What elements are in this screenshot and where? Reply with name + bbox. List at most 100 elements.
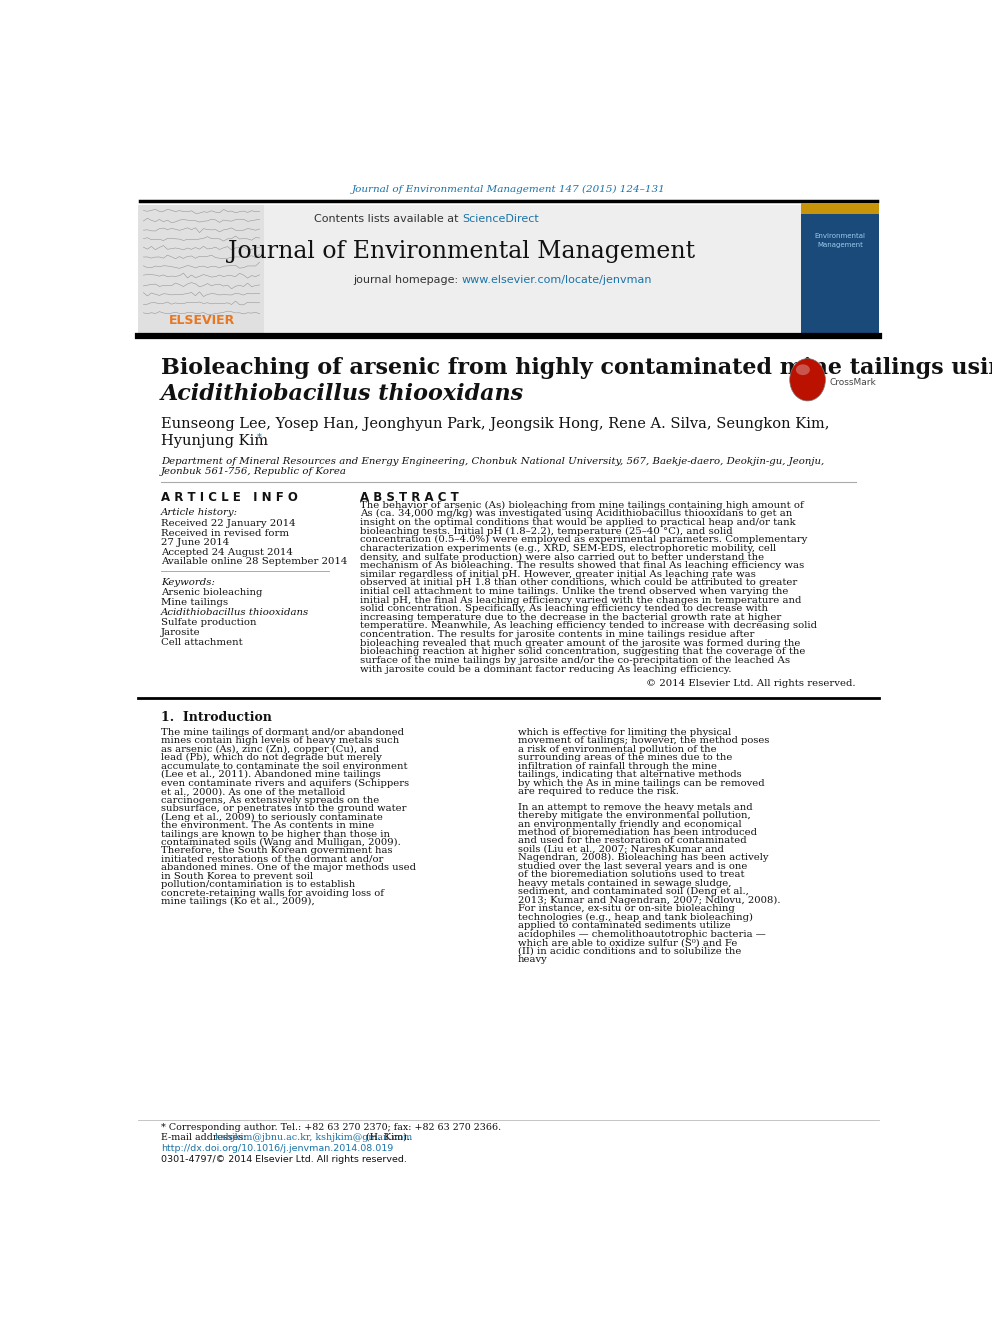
Text: method of bioremediation has been introduced: method of bioremediation has been introd…: [518, 828, 757, 837]
Text: contaminated soils (Wang and Mulligan, 2009).: contaminated soils (Wang and Mulligan, 2…: [161, 837, 401, 847]
Text: bioleaching reaction at higher solid concentration, suggesting that the coverage: bioleaching reaction at higher solid con…: [360, 647, 806, 656]
Text: Contents lists available at: Contents lists available at: [313, 214, 462, 224]
Text: Nagendran, 2008). Bioleaching has been actively: Nagendran, 2008). Bioleaching has been a…: [518, 853, 768, 863]
Text: accumulate to contaminate the soil environment: accumulate to contaminate the soil envir…: [161, 762, 408, 771]
Text: Accepted 24 August 2014: Accepted 24 August 2014: [161, 548, 293, 557]
Text: applied to contaminated sediments utilize: applied to contaminated sediments utiliz…: [518, 921, 730, 930]
Text: soils (Liu et al., 2007; NareshKumar and: soils (Liu et al., 2007; NareshKumar and: [518, 845, 723, 853]
Text: solid concentration. Specifically, As leaching efficiency tended to decrease wit: solid concentration. Specifically, As le…: [360, 605, 769, 614]
Text: of the bioremediation solutions used to treat: of the bioremediation solutions used to …: [518, 871, 744, 880]
Text: Hyunjung Kim: Hyunjung Kim: [161, 434, 268, 447]
Text: heavy: heavy: [518, 955, 548, 964]
Text: Acidithiobacillus thiooxidans: Acidithiobacillus thiooxidans: [161, 384, 525, 405]
Text: carcinogens, As extensively spreads on the: carcinogens, As extensively spreads on t…: [161, 795, 380, 804]
Text: Article history:: Article history:: [161, 508, 238, 517]
Text: density, and sulfate production) were also carried out to better understand the: density, and sulfate production) were al…: [360, 553, 765, 561]
Text: an environmentally friendly and economical: an environmentally friendly and economic…: [518, 819, 741, 828]
Text: http://dx.doi.org/10.1016/j.jenvman.2014.08.019: http://dx.doi.org/10.1016/j.jenvman.2014…: [161, 1144, 394, 1154]
Text: mines contain high levels of heavy metals such: mines contain high levels of heavy metal…: [161, 737, 400, 745]
Text: *: *: [257, 433, 262, 442]
Text: Environmental: Environmental: [814, 233, 866, 238]
Text: are required to reduce the risk.: are required to reduce the risk.: [518, 787, 679, 796]
Text: Received 22 January 2014: Received 22 January 2014: [161, 519, 296, 528]
Text: Arsenic bioleaching: Arsenic bioleaching: [161, 587, 263, 597]
Text: E-mail addresses:: E-mail addresses:: [161, 1132, 250, 1142]
Text: thereby mitigate the environmental pollution,: thereby mitigate the environmental pollu…: [518, 811, 751, 820]
Text: A R T I C L E   I N F O: A R T I C L E I N F O: [161, 491, 298, 504]
Text: initial pH, the final As leaching efficiency varied with the changes in temperat: initial pH, the final As leaching effici…: [360, 595, 802, 605]
Text: in South Korea to prevent soil: in South Korea to prevent soil: [161, 872, 313, 881]
Text: Bioleaching of arsenic from highly contaminated mine tailings using: Bioleaching of arsenic from highly conta…: [161, 357, 992, 380]
Text: 0301-4797/© 2014 Elsevier Ltd. All rights reserved.: 0301-4797/© 2014 Elsevier Ltd. All right…: [161, 1155, 407, 1164]
Text: bioleaching tests. Initial pH (1.8–2.2), temperature (25–40 °C), and solid: bioleaching tests. Initial pH (1.8–2.2),…: [360, 527, 733, 536]
Text: pollution/contamination is to establish: pollution/contamination is to establish: [161, 880, 355, 889]
Text: Journal of Environmental Management: Journal of Environmental Management: [228, 239, 695, 263]
Text: as arsenic (As), zinc (Zn), copper (Cu), and: as arsenic (As), zinc (Zn), copper (Cu),…: [161, 745, 379, 754]
Text: increasing temperature due to the decrease in the bacterial growth rate at highe: increasing temperature due to the decrea…: [360, 613, 782, 622]
Text: initiated restorations of the dormant and/or: initiated restorations of the dormant an…: [161, 855, 384, 864]
Text: initial cell attachment to mine tailings. Unlike the trend observed when varying: initial cell attachment to mine tailings…: [360, 587, 789, 595]
Text: (Leng et al., 2009) to seriously contaminate: (Leng et al., 2009) to seriously contami…: [161, 812, 383, 822]
Text: Mine tailings: Mine tailings: [161, 598, 228, 607]
Text: tailings are known to be higher than those in: tailings are known to be higher than tho…: [161, 830, 390, 839]
Text: the environment. The As contents in mine: the environment. The As contents in mine: [161, 822, 374, 830]
Text: Department of Mineral Resources and Energy Engineering, Chonbuk National Univers: Department of Mineral Resources and Ener…: [161, 456, 824, 466]
Text: concrete-retaining walls for avoiding loss of: concrete-retaining walls for avoiding lo…: [161, 889, 384, 898]
Text: * Corresponding author. Tel.: +82 63 270 2370; fax: +82 63 270 2366.: * Corresponding author. Tel.: +82 63 270…: [161, 1123, 501, 1132]
Text: Received in revised form: Received in revised form: [161, 529, 290, 538]
Text: lead (Pb), which do not degrade but merely: lead (Pb), which do not degrade but mere…: [161, 753, 382, 762]
Text: Available online 28 September 2014: Available online 28 September 2014: [161, 557, 347, 566]
Bar: [138, 205, 802, 335]
Text: © 2014 Elsevier Ltd. All rights reserved.: © 2014 Elsevier Ltd. All rights reserved…: [646, 680, 855, 688]
Text: observed at initial pH 1.8 than other conditions, which could be attributed to g: observed at initial pH 1.8 than other co…: [360, 578, 798, 587]
Text: Sulfate production: Sulfate production: [161, 618, 257, 627]
Ellipse shape: [790, 359, 825, 401]
Text: et al., 2000). As one of the metalloid: et al., 2000). As one of the metalloid: [161, 787, 345, 796]
Text: movement of tailings; however, the method poses: movement of tailings; however, the metho…: [518, 737, 769, 745]
Bar: [802, 204, 879, 214]
Text: www.elsevier.com/locate/jenvman: www.elsevier.com/locate/jenvman: [462, 275, 653, 286]
Text: A B S T R A C T: A B S T R A C T: [360, 491, 459, 504]
Text: In an attempt to remove the heavy metals and: In an attempt to remove the heavy metals…: [518, 803, 752, 811]
Text: Eunseong Lee, Yosep Han, Jeonghyun Park, Jeongsik Hong, Rene A. Silva, Seungkon : Eunseong Lee, Yosep Han, Jeonghyun Park,…: [161, 417, 829, 431]
Text: characterization experiments (e.g., XRD, SEM-EDS, electrophoretic mobility, cell: characterization experiments (e.g., XRD,…: [360, 544, 777, 553]
Text: abandoned mines. One of the major methods used: abandoned mines. One of the major method…: [161, 864, 417, 872]
Text: concentration (0.5–4.0%) were employed as experimental parameters. Complementary: concentration (0.5–4.0%) were employed a…: [360, 536, 807, 544]
Text: (II) in acidic conditions and to solubilize the: (II) in acidic conditions and to solubil…: [518, 946, 741, 955]
Text: As (ca. 34,000 mg/kg) was investigated using Acidithiobacillus thiooxidans to ge: As (ca. 34,000 mg/kg) was investigated u…: [360, 509, 793, 519]
Text: similar regardless of initial pH. However, greater initial As leaching rate was: similar regardless of initial pH. Howeve…: [360, 570, 756, 578]
Text: 2013; Kumar and Nagendran, 2007; Ndlovu, 2008).: 2013; Kumar and Nagendran, 2007; Ndlovu,…: [518, 896, 780, 905]
Text: acidophiles — chemolithoautotrophic bacteria —: acidophiles — chemolithoautotrophic bact…: [518, 930, 766, 938]
Text: Cell attachment: Cell attachment: [161, 638, 243, 647]
Text: ScienceDirect: ScienceDirect: [462, 214, 539, 224]
Text: subsurface, or penetrates into the ground water: subsurface, or penetrates into the groun…: [161, 804, 407, 814]
Bar: [138, 205, 264, 335]
Text: Keywords:: Keywords:: [161, 578, 215, 587]
Text: studied over the last several years and is one: studied over the last several years and …: [518, 861, 747, 871]
Text: For instance, ex-situ or on-site bioleaching: For instance, ex-situ or on-site bioleac…: [518, 904, 734, 913]
Text: temperature. Meanwhile, As leaching efficiency tended to increase with decreasin: temperature. Meanwhile, As leaching effi…: [360, 622, 817, 631]
Text: sediment, and contaminated soil (Deng et al.,: sediment, and contaminated soil (Deng et…: [518, 888, 749, 897]
Text: Management: Management: [817, 242, 863, 247]
Text: Jeonbuk 561-756, Republic of Korea: Jeonbuk 561-756, Republic of Korea: [161, 467, 347, 476]
Text: (H. Kim).: (H. Kim).: [363, 1132, 410, 1142]
Text: by which the As in mine tailings can be removed: by which the As in mine tailings can be …: [518, 779, 764, 787]
Text: technologies (e.g., heap and tank bioleaching): technologies (e.g., heap and tank biolea…: [518, 913, 753, 922]
Text: bioleaching revealed that much greater amount of the jarosite was formed during : bioleaching revealed that much greater a…: [360, 639, 801, 648]
Text: concentration. The results for jarosite contents in mine tailings residue after: concentration. The results for jarosite …: [360, 630, 755, 639]
Text: surrounding areas of the mines due to the: surrounding areas of the mines due to th…: [518, 753, 732, 762]
Text: insight on the optimal conditions that would be applied to practical heap and/or: insight on the optimal conditions that w…: [360, 519, 796, 527]
Text: Acidithiobacillus thiooxidans: Acidithiobacillus thiooxidans: [161, 607, 310, 617]
Text: 1.  Introduction: 1. Introduction: [161, 710, 272, 724]
Text: The behavior of arsenic (As) bioleaching from mine tailings containing high amou: The behavior of arsenic (As) bioleaching…: [360, 500, 805, 509]
Text: ELSEVIER: ELSEVIER: [169, 314, 235, 327]
Text: Jarosite: Jarosite: [161, 628, 200, 636]
Text: mine tailings (Ko et al., 2009),: mine tailings (Ko et al., 2009),: [161, 897, 314, 906]
Text: infiltration of rainfall through the mine: infiltration of rainfall through the min…: [518, 762, 716, 771]
Text: and used for the restoration of contaminated: and used for the restoration of contamin…: [518, 836, 746, 845]
Text: which are able to oxidize sulfur (S⁰) and Fe: which are able to oxidize sulfur (S⁰) an…: [518, 938, 737, 947]
Text: surface of the mine tailings by jarosite and/or the co-precipitation of the leac: surface of the mine tailings by jarosite…: [360, 656, 791, 665]
Text: 27 June 2014: 27 June 2014: [161, 538, 229, 548]
Text: heavy metals contained in sewage sludge,: heavy metals contained in sewage sludge,: [518, 878, 731, 888]
Text: Therefore, the South Korean government has: Therefore, the South Korean government h…: [161, 847, 393, 856]
